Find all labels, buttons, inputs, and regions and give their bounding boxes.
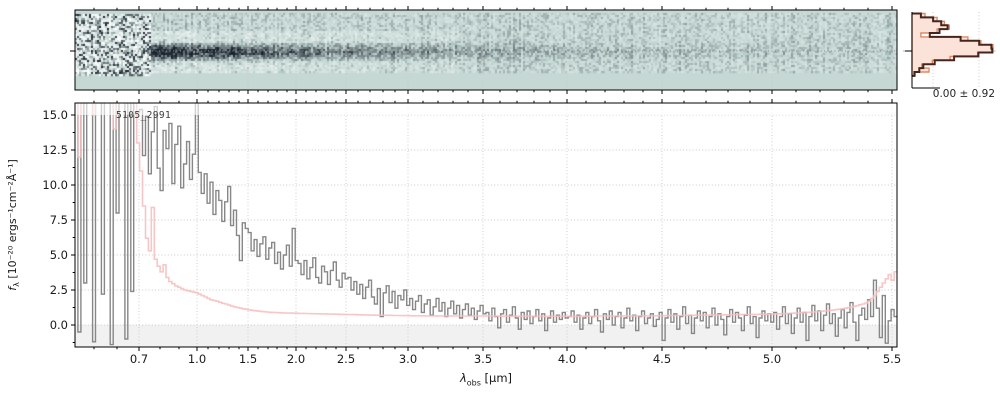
below-zero-band xyxy=(75,325,897,347)
x-tick-label: 3.0 xyxy=(399,352,417,366)
histogram-panel xyxy=(903,12,997,89)
x-axis-label: λobs [μm] xyxy=(459,371,513,388)
x-tick-label: 2.5 xyxy=(337,352,355,366)
y-axis-label: fλ [10⁻²⁰ ergs⁻¹cm⁻²Å⁻¹] xyxy=(6,159,22,291)
x-tick-label: 5.5 xyxy=(883,352,901,366)
flux-series xyxy=(77,103,897,346)
histogram-stats-label: 0.00 ± 0.92 xyxy=(932,88,995,100)
y-tick-label: 15.0 xyxy=(42,108,68,122)
x-tick-label: 0.7 xyxy=(130,352,148,366)
y-tick-label: 12.5 xyxy=(42,143,68,157)
spec1d-panel: 0.7 1.0 1.5 2.0 2.5 3.0 3.5 4.0 4.5 5.0 5.5 0.0 2.5 5… xyxy=(42,99,901,366)
error-series xyxy=(77,103,897,318)
above-max-overlay xyxy=(75,103,897,115)
y-tick-label: 0.0 xyxy=(50,318,68,332)
x-tick-label: 4.5 xyxy=(653,352,671,366)
x-tick-label: 1.0 xyxy=(188,352,206,366)
x-tick-label: 1.5 xyxy=(239,352,257,366)
y-tick-label: 7.5 xyxy=(50,213,68,227)
histogram-model xyxy=(912,12,994,77)
spec2d-heatmap xyxy=(75,10,897,90)
spec1d-frame xyxy=(74,102,898,348)
object-id-label: 5105_2991 xyxy=(116,110,172,121)
x-tick-label: 2.0 xyxy=(287,352,305,366)
spec2d-frame xyxy=(74,9,898,91)
y-tick-label: 10.0 xyxy=(42,178,68,192)
x-tick-label: 5.0 xyxy=(763,352,781,366)
y-tick-label: 5.0 xyxy=(50,248,68,262)
x-tick-label: 3.5 xyxy=(474,352,492,366)
spec2d-panel xyxy=(70,6,898,94)
y-tick-label: 2.5 xyxy=(50,283,68,297)
data-series xyxy=(77,103,897,346)
x-tick-label: 4.0 xyxy=(558,352,576,366)
